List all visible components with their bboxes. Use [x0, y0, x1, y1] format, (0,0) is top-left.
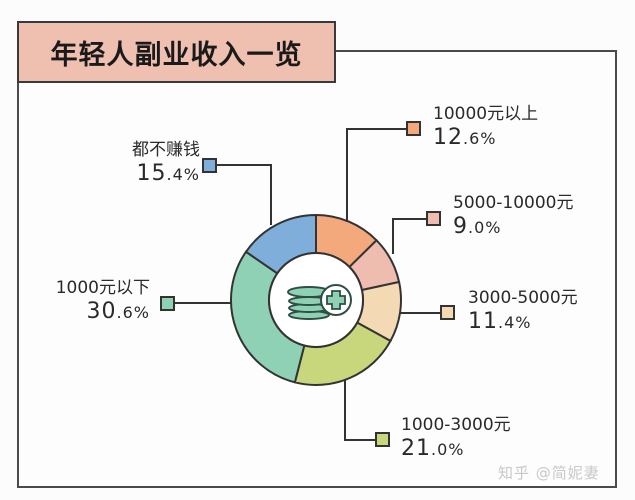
leader-line-over-10000: [346, 128, 412, 222]
legend-markers: [160, 121, 455, 447]
marker-under-1000: [160, 296, 175, 311]
category-label: 1000-3000元: [401, 415, 511, 435]
category-label: 3000-5000元: [468, 288, 578, 308]
label-under-1000: 1000元以下 30.6%: [30, 278, 150, 327]
label-no-income: 都不赚钱 15.4%: [95, 140, 200, 189]
label-over-10000: 10000元以上 12.6%: [433, 104, 538, 153]
leader-line-no-income: [215, 164, 272, 225]
label-5000-10000: 5000-10000元 9.0%: [453, 193, 573, 242]
percent-value: 12.6%: [433, 125, 497, 150]
coins-plus-icon: [287, 284, 352, 320]
leader-line-5000-10000: [392, 218, 432, 254]
percent-value: 9.0%: [453, 214, 502, 239]
watermark: 知乎 @简妮妻: [498, 464, 600, 482]
category-label: 都不赚钱: [132, 140, 200, 160]
category-label: 5000-10000元: [453, 193, 574, 213]
category-label: 10000元以上: [433, 104, 539, 124]
marker-no-income: [202, 158, 217, 173]
percent-value: 15.4%: [136, 161, 200, 186]
leader-lines: [173, 128, 445, 441]
chart-title: 年轻人副业收入一览: [50, 39, 303, 71]
percent-value: 11.4%: [468, 309, 532, 334]
label-1000-3000: 1000-3000元 21.0%: [401, 415, 511, 464]
category-label: 1000元以下: [55, 278, 150, 298]
title-box: 年轻人副业收入一览: [17, 21, 336, 83]
marker-3000-5000: [440, 305, 455, 320]
leader-line-1000-3000: [344, 380, 380, 441]
label-3000-5000: 3000-5000元 11.4%: [468, 288, 578, 337]
percent-value: 21.0%: [401, 436, 465, 461]
percent-value: 30.6%: [86, 299, 150, 324]
marker-5000-10000: [426, 211, 441, 226]
marker-1000-3000: [375, 432, 390, 447]
marker-over-10000: [406, 121, 421, 136]
